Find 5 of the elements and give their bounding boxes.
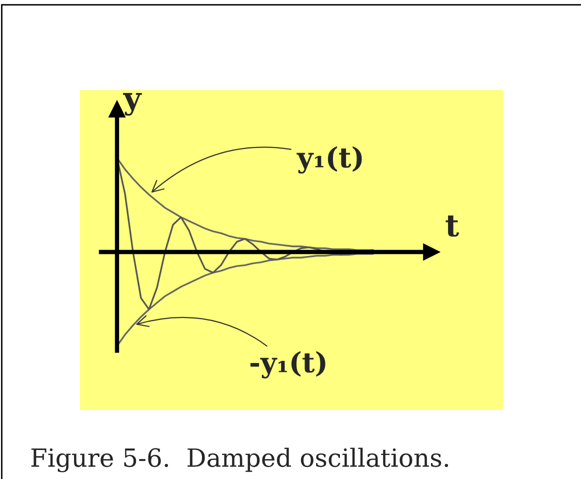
- text: y₁(t): [296, 146, 362, 174]
- caption: Figure 5-6. Damped oscillations.: [31, 448, 448, 472]
- text: -y₁(t): [250, 351, 326, 378]
- x-axis-title: t: [446, 215, 459, 237]
- y-axis-title: y: [123, 93, 142, 116]
